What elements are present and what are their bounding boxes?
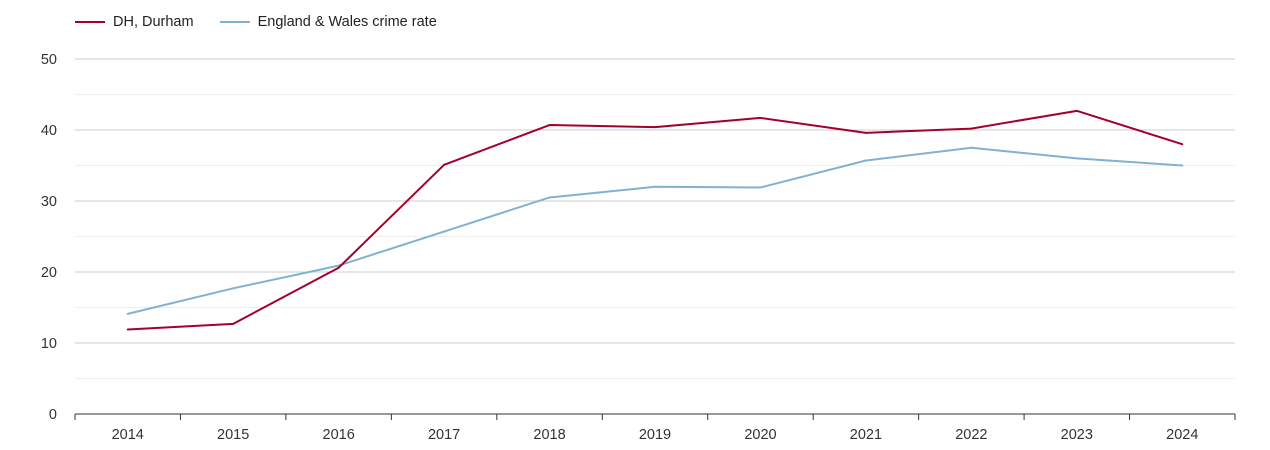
y-tick-label: 10 xyxy=(41,336,57,352)
series-1-point[interactable] xyxy=(864,131,867,134)
grid-layer xyxy=(75,58,1235,379)
series-1-point[interactable] xyxy=(548,124,551,127)
legend-swatch-series-1 xyxy=(75,21,105,23)
x-tick-label: 2019 xyxy=(639,427,671,443)
series-1-point[interactable] xyxy=(232,322,235,325)
series-1-point[interactable] xyxy=(970,127,973,130)
series-1-point[interactable] xyxy=(126,328,129,331)
series-line-2[interactable] xyxy=(127,146,1183,315)
series-2-point[interactable] xyxy=(548,196,551,199)
x-tick-label: 2016 xyxy=(323,427,355,443)
series-2-point[interactable] xyxy=(126,312,129,315)
x-tick-label: 2020 xyxy=(744,427,776,443)
y-tick-label: 50 xyxy=(41,52,57,68)
series-2-point[interactable] xyxy=(1181,164,1184,167)
series-1-point[interactable] xyxy=(443,163,446,166)
series-2-point[interactable] xyxy=(654,185,656,188)
y-tick-label: 20 xyxy=(41,265,57,281)
axis-layer: 0 10 20 30 40 50 2014 2015 2016 2017 2018 2019 2020 2… xyxy=(41,52,1236,443)
legend-item-series-2[interactable]: England & Wales crime rate xyxy=(219,14,437,30)
series-1-point[interactable] xyxy=(759,116,762,119)
series-2-point[interactable] xyxy=(1075,157,1078,160)
series-layer xyxy=(126,109,1184,331)
legend-label-series-2: England & Wales crime rate xyxy=(257,14,437,30)
series-1-point[interactable] xyxy=(1075,109,1078,112)
series-1-point[interactable] xyxy=(1181,143,1184,146)
x-tick-label: 2017 xyxy=(428,427,460,443)
x-tick-label: 2022 xyxy=(955,427,987,443)
y-tick-label: 30 xyxy=(41,194,57,210)
series-1-point[interactable] xyxy=(337,266,340,269)
legend: DH, Durham England & Wales crime rate xyxy=(75,14,463,30)
series-2-point[interactable] xyxy=(759,186,762,189)
series-2-point[interactable] xyxy=(232,287,235,290)
y-tick-label: 0 xyxy=(49,407,57,423)
series-2-point[interactable] xyxy=(443,230,446,233)
x-tick-label: 2024 xyxy=(1166,427,1198,443)
x-tick-label: 2021 xyxy=(850,427,882,443)
legend-swatch-series-2 xyxy=(219,21,250,23)
series-2-point[interactable] xyxy=(864,159,867,162)
x-tick-label: 2014 xyxy=(112,427,144,443)
series-2-point[interactable] xyxy=(970,146,973,149)
y-tick-label: 40 xyxy=(41,123,57,139)
legend-item-series-1[interactable]: DH, Durham xyxy=(75,14,194,30)
x-tick-label: 2023 xyxy=(1061,427,1093,443)
x-tick-label: 2018 xyxy=(533,427,565,443)
series-line-1[interactable] xyxy=(127,109,1183,331)
x-tick-label: 2015 xyxy=(217,427,249,443)
series-1-point[interactable] xyxy=(654,126,656,129)
legend-label-series-1: DH, Durham xyxy=(113,14,194,30)
